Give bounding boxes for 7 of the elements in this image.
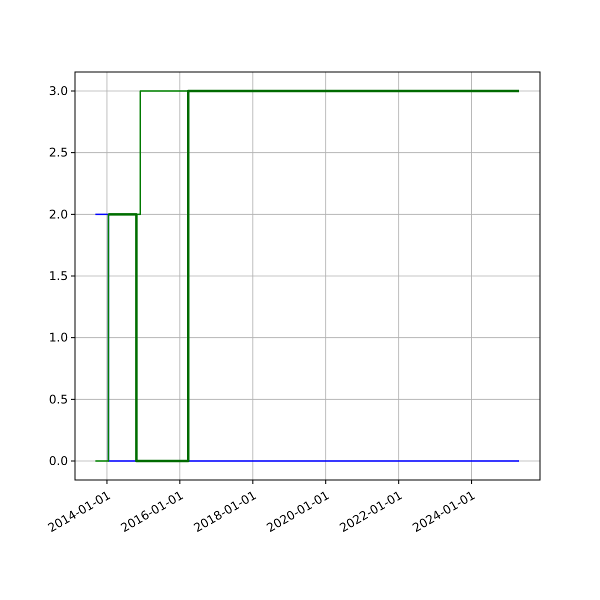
y-tick-label: 0.0 <box>48 454 68 468</box>
y-tick-label: 1.5 <box>48 269 68 283</box>
y-tick-label: 2.0 <box>48 207 68 222</box>
y-tick-label: 1.0 <box>48 330 68 345</box>
y-tick-label: 2.5 <box>48 146 68 160</box>
y-tick-label: 0.5 <box>48 392 68 406</box>
y-tick-label: 3.0 <box>48 84 68 98</box>
